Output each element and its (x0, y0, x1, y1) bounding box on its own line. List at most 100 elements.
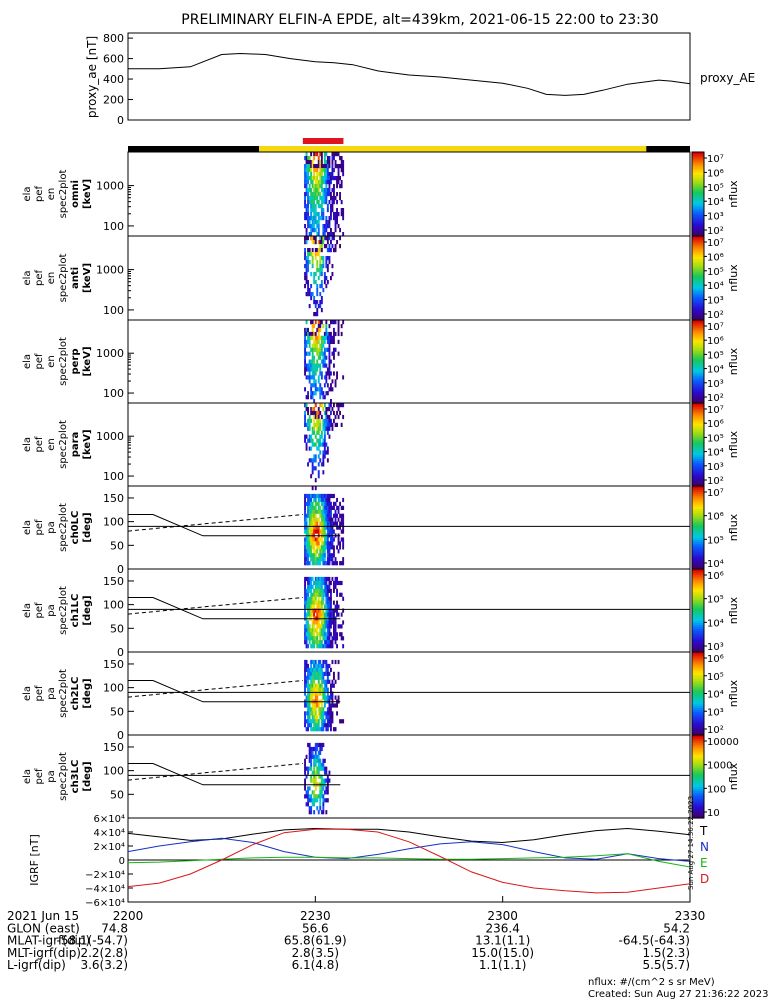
spectrogram-pixel (308, 671, 311, 676)
spectrogram-pixel (319, 371, 322, 376)
spectrogram-pixel (336, 371, 338, 376)
spectrogram-pixel (308, 414, 311, 420)
spectrogram-pixel (325, 644, 328, 649)
spectrogram-pixel (320, 268, 323, 273)
spectrogram-pixel (336, 176, 338, 181)
spectrogram-pixel (328, 545, 331, 550)
spectrogram-pixel (307, 636, 309, 641)
spectrogram-pixel (342, 320, 345, 325)
spectrogram-pixel (316, 715, 319, 720)
spectrogram-pixel (305, 395, 308, 400)
colorbar-cell (692, 162, 704, 166)
spectrogram-pixel (308, 188, 311, 193)
spectrogram-pixel (311, 576, 314, 582)
spectrogram-pixel (308, 750, 311, 755)
spectrogram-pixel (320, 442, 323, 447)
colorbar-cell (692, 394, 704, 398)
colorbar-label: nflux (727, 347, 740, 375)
spectrogram-pixel (308, 584, 311, 589)
spectrogram-pixel (316, 410, 319, 416)
spectrogram-pixel (307, 497, 309, 503)
vertical-timestamp: Sun Aug 27 14:36:22 2023 (687, 796, 695, 890)
spectrogram-pixel (331, 387, 334, 392)
spectrogram-pixel (320, 727, 323, 732)
spectrogram-pixel (307, 505, 309, 510)
spectrogram-pixel (314, 553, 317, 558)
colorbar-cell (692, 527, 704, 531)
colorbar-cell (692, 320, 704, 323)
spectrogram-pixel (308, 351, 311, 356)
spectrogram-pixel (308, 786, 311, 791)
spectrogram-pixel (330, 240, 332, 245)
spectrogram-pixel (322, 426, 325, 431)
spectrogram-pixel (317, 240, 320, 245)
spectrogram-pixel (314, 723, 317, 728)
panel-ylabel-line: [deg] (82, 595, 93, 625)
spectrogram-pixel (325, 770, 328, 775)
spectrogram-pixel (316, 770, 319, 775)
spectrogram-pixel (305, 549, 308, 554)
colorbar-cell (692, 672, 704, 676)
spectrogram-pixel (308, 537, 311, 542)
spectrogram-pixel (308, 580, 311, 586)
colorbar-tick-label: 10⁵ (707, 183, 724, 194)
spectrogram-pixel (308, 304, 311, 309)
spectrogram-pixel (311, 160, 314, 165)
spectrogram-pixel (314, 513, 317, 518)
colorbar-cell (692, 610, 704, 614)
spectrogram-pixel (310, 292, 313, 297)
spectrogram-pixel (307, 351, 309, 356)
colorbar-cell (692, 726, 704, 730)
spectrogram-pixel (330, 359, 332, 364)
spectrogram-pixel (304, 172, 306, 177)
spectrogram-pixel (319, 216, 322, 221)
spectrogram-pixel (307, 620, 309, 625)
colorbar-cell (692, 643, 704, 647)
spectrogram-pixel (310, 632, 313, 637)
spectrogram-pixel (308, 339, 311, 344)
spectrogram-pixel (322, 695, 325, 700)
spectrogram-pixel (304, 549, 306, 554)
spectrogram-pixel (328, 403, 331, 408)
ae-ytick-label: 400 (103, 73, 124, 86)
spectrogram-pixel (340, 612, 343, 617)
spectrogram-pixel (323, 592, 326, 597)
panel-ylabel-line: omni (70, 180, 81, 208)
spectrogram-pixel (339, 592, 341, 597)
spectrogram-pixel (320, 160, 323, 165)
spectrogram-pixel (320, 296, 323, 301)
colorbar-cell (692, 202, 704, 206)
spectrogram-pixel (304, 501, 306, 506)
spectrogram-pixel (307, 438, 309, 443)
colorbar-cell (692, 407, 704, 410)
spectrogram-pixel (307, 715, 309, 720)
spectrogram-pixel (313, 588, 316, 593)
igrf-legend-D: D (700, 872, 709, 886)
spectrogram-pixel (305, 774, 308, 779)
spectrogram-pixel (304, 248, 306, 253)
spectrogram-pixel (322, 675, 325, 680)
spectrogram-pixel (308, 758, 311, 763)
spectrogram-pixel (316, 339, 319, 344)
spectrogram-pixel (340, 324, 343, 329)
spectrogram-pixel (325, 375, 328, 380)
spectrogram-pixel (326, 557, 329, 562)
spectrogram-pixel (313, 529, 316, 534)
spectrogram-pixel (334, 379, 337, 384)
spectrogram-pixel (307, 798, 309, 803)
spectrogram-pixel (328, 723, 331, 728)
spectrogram-pixel (308, 553, 311, 558)
spectrogram-pixel (308, 359, 311, 364)
spectrogram-pixel (333, 600, 335, 605)
spectrogram-pixel (340, 156, 343, 161)
colorbar-cell (692, 200, 704, 203)
spectrogram-pixel (323, 347, 326, 352)
spectrogram-pixel (330, 276, 332, 281)
spectrogram-pixel (313, 707, 316, 712)
spectrogram-pixel (322, 180, 325, 185)
colorbar-cell (692, 494, 704, 497)
spectrogram-pixel (322, 438, 325, 443)
spectrogram-pixel (304, 335, 306, 340)
spectrogram-pixel (328, 363, 331, 368)
spectrogram-pixel (304, 778, 306, 783)
